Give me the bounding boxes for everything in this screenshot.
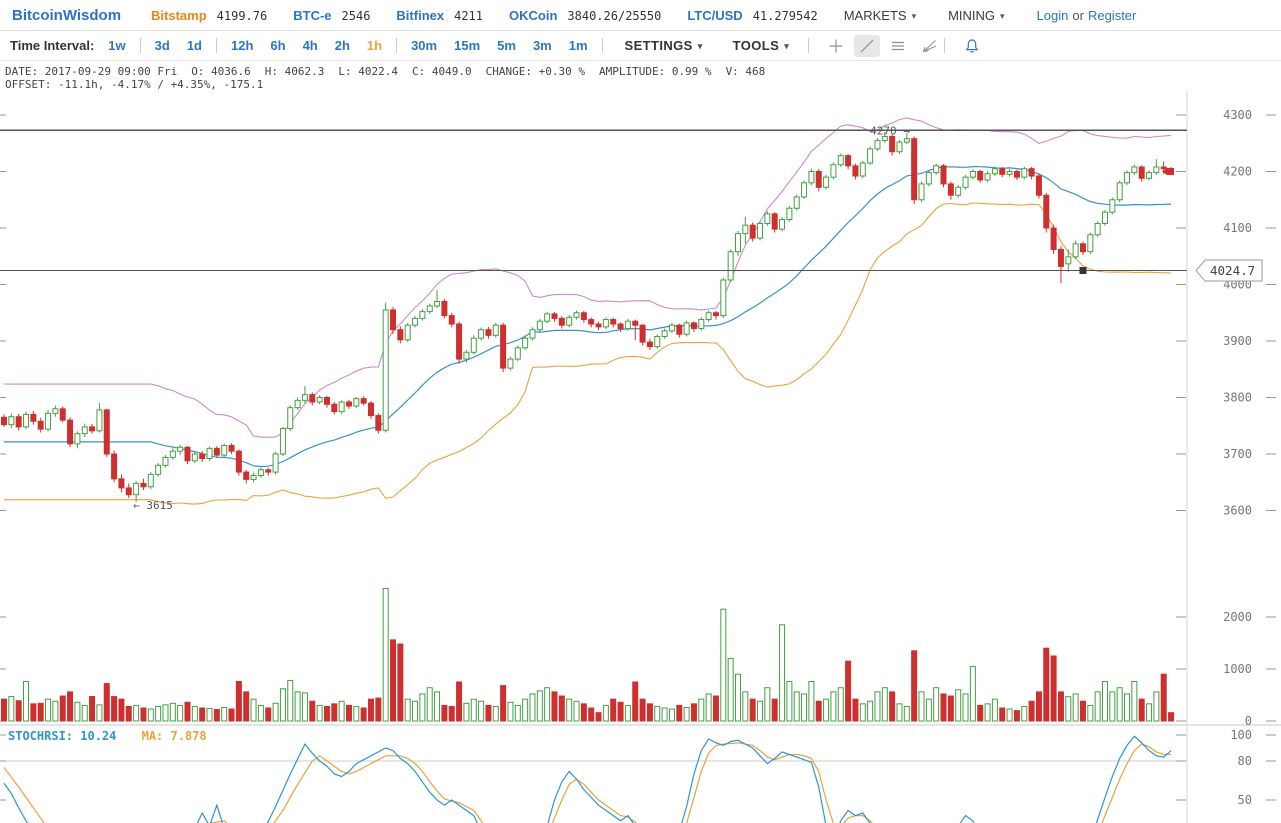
- chart-canvas[interactable]: 4300420041004000390038003700360020001000…: [0, 91, 1281, 823]
- line-price-annotation: 4270 →: [870, 124, 910, 137]
- info-close: C: 4049.0: [412, 65, 472, 78]
- svg-text:50: 50: [1238, 793, 1252, 807]
- stochrsi-value: STOCHRSI: 10.24: [8, 729, 117, 743]
- interval-3m[interactable]: 3m: [532, 38, 552, 53]
- info-open: O: 4036.6: [191, 65, 251, 78]
- svg-text:100: 100: [1230, 728, 1252, 742]
- info-low: L: 4022.4: [338, 65, 399, 78]
- ticker-btce-price: 2546: [341, 8, 371, 23]
- price-line-badge: [1195, 259, 1263, 282]
- login-link[interactable]: Login: [1036, 7, 1069, 23]
- angle-fan-icon[interactable]: [916, 35, 942, 57]
- ticker-ltcusd: LTC/USD 41.279542: [687, 8, 817, 23]
- trendline-icon[interactable]: [854, 34, 881, 57]
- ticker-ltcusd-price: 41.279542: [752, 8, 818, 23]
- divider: [215, 38, 217, 53]
- ticker-bitfinex-price: 4211: [454, 8, 483, 23]
- info-date: DATE: 2017-09-29 09:00 Fri: [5, 65, 178, 78]
- stochrsi-label: STOCHRSI: 10.24 MA: 7.878: [8, 729, 207, 743]
- svg-text:3800: 3800: [1223, 391, 1252, 405]
- info-high: H: 4062.3: [264, 65, 325, 78]
- settings-menu[interactable]: SETTINGS ▾: [624, 38, 703, 53]
- interval-5m[interactable]: 5m: [497, 38, 516, 53]
- svg-text:2000: 2000: [1223, 610, 1252, 624]
- ticker-okcoin-price: 3840.26/25550: [567, 8, 662, 23]
- top-header: BitcoinWisdom Bitstamp 4199.76 BTC-e 254…: [0, 0, 1281, 31]
- ticker-bitfinex-link[interactable]: Bitfinex: [396, 7, 445, 23]
- divider: [944, 38, 946, 53]
- interval-30m[interactable]: 30m: [411, 38, 438, 53]
- divider: [601, 38, 603, 53]
- chevron-down-icon: ▾: [911, 10, 917, 21]
- svg-text:3700: 3700: [1223, 447, 1252, 461]
- interval-3d[interactable]: 3d: [154, 38, 170, 53]
- chevron-down-icon: ▾: [697, 41, 703, 51]
- svg-text:4024.7: 4024.7: [1210, 263, 1255, 278]
- register-link[interactable]: Register: [1087, 7, 1137, 23]
- chevron-down-icon: ▾: [784, 41, 790, 51]
- interval-1h[interactable]: 1h: [366, 38, 383, 53]
- chart-region: 4300 4200 4100 4000 3900 3800 3700 3600 2000 1000…: [0, 91, 1281, 823]
- drawn-line-handle[interactable]: [1079, 267, 1087, 275]
- divider: [396, 38, 398, 53]
- ticker-okcoin-link[interactable]: OKCoin: [509, 7, 558, 23]
- ticker-okcoin: OKCoin 3840.26/25550: [509, 8, 661, 23]
- svg-text:1000: 1000: [1223, 662, 1252, 676]
- divider: [808, 38, 810, 53]
- svg-text:4200: 4200: [1223, 165, 1252, 179]
- divider: [139, 38, 141, 53]
- interval-1m[interactable]: 1m: [568, 38, 588, 53]
- ticker-btce: BTC-e 2546: [293, 8, 370, 23]
- candles: [1, 131, 1175, 503]
- alert-bell-icon[interactable]: [959, 35, 985, 57]
- app-logo[interactable]: BitcoinWisdom: [12, 6, 122, 24]
- svg-text:4300: 4300: [1223, 108, 1252, 122]
- ohlc-info: DATE: 2017-09-29 09:00 Fri O: 4036.6 H: 40…: [0, 61, 1281, 91]
- interval-12h[interactable]: 12h: [230, 38, 254, 53]
- tools-menu[interactable]: TOOLS ▾: [732, 38, 790, 53]
- svg-text:3600: 3600: [1223, 504, 1252, 518]
- ticker-ltcusd-link[interactable]: LTC/USD: [687, 7, 743, 23]
- interval-1w[interactable]: 1w: [108, 38, 126, 53]
- or-text: or: [1072, 7, 1084, 23]
- ticker-btce-link[interactable]: BTC-e: [293, 7, 332, 23]
- chart-toolbar: Time Interval: 1w 3d 1d 12h 6h 4h 2h 1h …: [0, 31, 1281, 61]
- svg-text:80: 80: [1238, 754, 1252, 768]
- ticker-bitstamp: Bitstamp 4199.76: [151, 8, 267, 23]
- volume-bars: [1, 587, 1175, 722]
- last-price-marker: [1162, 168, 1174, 175]
- interval-4h[interactable]: 4h: [302, 38, 318, 53]
- info-change: CHANGE: +0.30 %: [485, 65, 585, 78]
- ticker-bitfinex: Bitfinex 4211: [396, 8, 483, 23]
- markets-menu[interactable]: MARKETS ▾: [843, 7, 917, 23]
- svg-text:0: 0: [1245, 714, 1252, 728]
- mining-menu[interactable]: MINING ▾: [948, 7, 1005, 23]
- interval-1d[interactable]: 1d: [186, 38, 202, 53]
- stochrsi-ma-value: MA: 7.878: [141, 729, 207, 743]
- low-price-annotation: ← 3615: [133, 499, 173, 512]
- chevron-down-icon: ▾: [1000, 10, 1005, 21]
- info-offset: OFFSET: -11.1h, -4.17% / +4.35%, -175.1: [5, 78, 264, 91]
- horizontal-lines-icon[interactable]: [885, 35, 911, 57]
- info-amplitude: AMPLITUDE: 0.99 %: [598, 65, 712, 78]
- svg-text:4100: 4100: [1223, 221, 1252, 235]
- ticker-bitstamp-price: 4199.76: [216, 8, 268, 23]
- interval-6h[interactable]: 6h: [270, 38, 286, 53]
- info-volume: V: 468: [725, 65, 766, 78]
- ticker-bitstamp-link[interactable]: Bitstamp: [151, 7, 207, 23]
- interval-15m[interactable]: 15m: [454, 38, 481, 53]
- crosshair-plus-icon[interactable]: [823, 35, 849, 57]
- svg-text:3900: 3900: [1223, 334, 1252, 348]
- time-interval-label: Time Interval:: [10, 38, 95, 53]
- interval-2h[interactable]: 2h: [334, 38, 350, 53]
